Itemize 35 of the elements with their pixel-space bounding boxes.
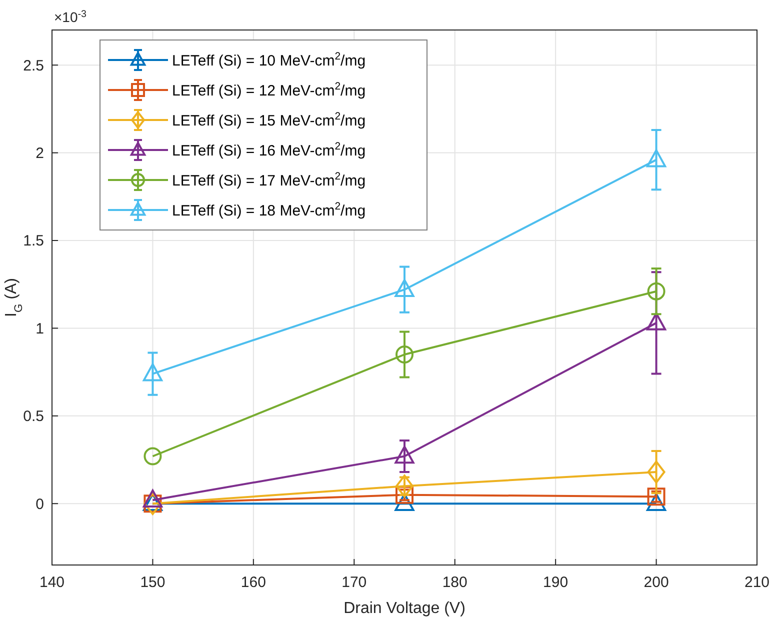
- point: [394, 279, 414, 298]
- y-tick-label: 1: [36, 320, 44, 338]
- y-tick-label: 1.5: [23, 232, 44, 250]
- point: [647, 460, 666, 484]
- legend-label: LETeff (Si) = 17 MeV-cm$^{2}$/mg: [172, 170, 366, 190]
- legend-label: LETeff (Si) = 15 MeV-cm$^{2}$/mg: [172, 110, 366, 130]
- legend-label: LETeff (Si) = 12 MeV-cm$^{2}$/mg: [172, 80, 366, 100]
- point: [646, 312, 666, 330]
- y-tick-label: 0.5: [23, 408, 44, 426]
- x-tick-label: 190: [543, 574, 568, 591]
- x-tick-label: 140: [39, 574, 65, 591]
- point: [396, 486, 414, 504]
- text: ×10$^{-3}$: [54, 8, 88, 25]
- legend-label: LETeff (Si) = 10 MeV-cm$^{2}$/mg: [172, 50, 366, 70]
- point: [646, 493, 666, 512]
- x-tick-label: 160: [240, 574, 266, 591]
- x-axis-title: Drain Voltage (V): [344, 600, 466, 617]
- point: [647, 282, 666, 300]
- point: [144, 447, 162, 466]
- y-tick-label: 0: [36, 496, 44, 513]
- x-tick-label: 200: [644, 574, 669, 591]
- x-tick-label: 210: [744, 574, 770, 591]
- point: [396, 346, 414, 364]
- y-tick-label: 2: [36, 145, 44, 162]
- point: [396, 474, 414, 498]
- legend-label: LETeff (Si) = 16 MeV-cm$^{2}$/mg: [172, 140, 366, 160]
- x-tick-label: 170: [342, 574, 367, 591]
- x-tick-label: 150: [140, 574, 166, 591]
- y-tick-label: 2.5: [23, 57, 44, 74]
- point: [647, 488, 666, 506]
- legend-label: LETeff (Si) = 18 MeV-cm$^{2}$/mg: [172, 200, 366, 220]
- point: [142, 363, 163, 382]
- point: [394, 446, 414, 464]
- x-tick-label: 180: [442, 574, 468, 591]
- point: [646, 149, 666, 168]
